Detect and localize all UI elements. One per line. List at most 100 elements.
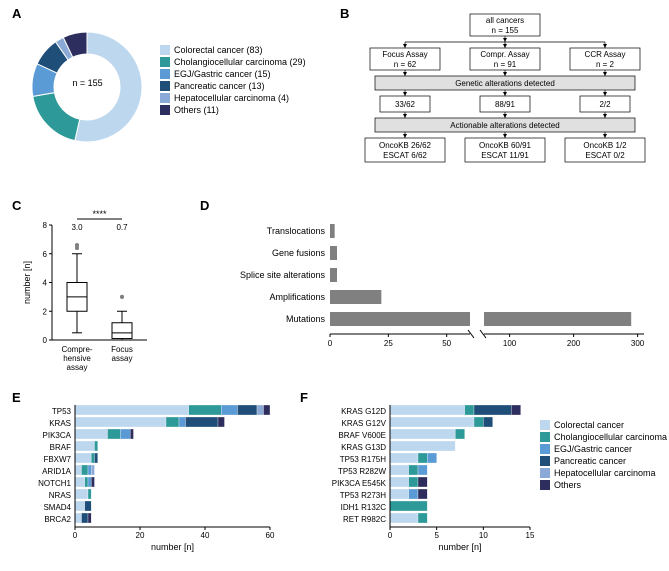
svg-text:88/91: 88/91	[495, 100, 516, 109]
svg-text:ESCAT 11/91: ESCAT 11/91	[481, 151, 529, 160]
legend-item: Pancreatic cancer (13)	[160, 81, 306, 91]
svg-text:NOTCH1: NOTCH1	[38, 479, 71, 488]
bar-chart-f: KRAS G12D KRAS G12V BRAF V600E KRAS G13D TP5…	[310, 400, 540, 565]
svg-text:ARID1A: ARID1A	[42, 467, 72, 476]
svg-text:15: 15	[526, 531, 535, 540]
svg-text:assay: assay	[67, 363, 88, 372]
legend-item: Colorectal cancer (83)	[160, 45, 306, 55]
svg-text:BRAF V600E: BRAF V600E	[338, 431, 386, 440]
legend-item: Cholangiocellular carcinoma	[540, 432, 667, 442]
svg-text:Genetic alterations detected: Genetic alterations detected	[455, 79, 555, 88]
svg-text:ESCAT 0/2: ESCAT 0/2	[585, 151, 625, 160]
svg-text:100: 100	[503, 339, 517, 348]
svg-text:IDH1 R132C: IDH1 R132C	[341, 503, 387, 512]
legend-item: Hepatocellular carcinoma	[540, 468, 667, 478]
svg-text:Splice site alterations: Splice site alterations	[240, 270, 326, 280]
svg-text:FBXW7: FBXW7	[43, 455, 71, 464]
svg-text:10: 10	[479, 531, 488, 540]
svg-text:PIK3CA: PIK3CA	[43, 431, 72, 440]
flowchart: all cancersn = 155 Focus Assayn = 62 Compr…	[355, 12, 655, 192]
svg-text:TP53: TP53	[52, 407, 72, 416]
panel-e: TP53 KRAS PIK3CA BRAF FBXW7 ARID1A NOTCH1 NRAS S…	[20, 400, 280, 565]
svg-text:Translocations: Translocations	[267, 226, 326, 236]
svg-text:200: 200	[567, 339, 581, 348]
panel-a-label: A	[12, 6, 21, 21]
svg-text:3.0: 3.0	[71, 223, 83, 232]
legend-item: EGJ/Gastric cancer	[540, 444, 667, 454]
panel-b: all cancersn = 155 Focus Assayn = 62 Compr…	[355, 12, 655, 192]
svg-text:****: ****	[92, 210, 107, 219]
donut-center-text: n = 155	[20, 78, 155, 88]
svg-text:CCR Assay: CCR Assay	[585, 50, 626, 59]
panel-f: KRAS G12D KRAS G12V BRAF V600E KRAS G13D TP5…	[310, 400, 540, 565]
legend-item: Others	[540, 480, 667, 490]
svg-text:0: 0	[73, 531, 78, 540]
svg-text:Compr. Assay: Compr. Assay	[480, 50, 529, 59]
svg-text:20: 20	[136, 531, 145, 540]
svg-text:all cancers: all cancers	[486, 16, 524, 25]
svg-text:KRAS G12D: KRAS G12D	[341, 407, 386, 416]
svg-text:TP53 R282W: TP53 R282W	[338, 467, 386, 476]
svg-text:25: 25	[384, 339, 393, 348]
svg-text:n = 62: n = 62	[394, 60, 417, 69]
svg-text:2/2: 2/2	[599, 100, 611, 109]
svg-text:8: 8	[43, 221, 48, 230]
svg-text:OncoKB 1/2: OncoKB 1/2	[583, 141, 627, 150]
svg-text:OncoKB 26/62: OncoKB 26/62	[379, 141, 432, 150]
svg-text:RET R982C: RET R982C	[343, 515, 386, 524]
svg-text:TP53 R273H: TP53 R273H	[340, 491, 386, 500]
panel-f-label: F	[300, 390, 308, 405]
panel-a: n = 155 Colorectal cancer (83) Cholangioc…	[20, 20, 330, 160]
svg-text:hensive: hensive	[63, 354, 91, 363]
bar-chart-e: TP53 KRAS PIK3CA BRAF FBXW7 ARID1A NOTCH1 NRAS S…	[20, 400, 280, 565]
legend-item: Cholangiocellular carcinoma (29)	[160, 57, 306, 67]
legend-item: EGJ/Gastric cancer (15)	[160, 69, 306, 79]
panel-d: Translocations Gene fusions Splice site al…	[210, 210, 660, 360]
svg-text:300: 300	[631, 339, 645, 348]
svg-text:number [n]: number [n]	[151, 542, 194, 552]
svg-text:KRAS G13D: KRAS G13D	[341, 443, 386, 452]
panel-a-legend: Colorectal cancer (83) Cholangiocellular …	[160, 45, 306, 117]
svg-text:Focus Assay: Focus Assay	[382, 50, 427, 59]
panel-b-label: B	[340, 6, 349, 21]
svg-text:assay: assay	[112, 354, 133, 363]
svg-text:60: 60	[266, 531, 275, 540]
panel-c: 02468number [n]3.0Compre-hensiveassay0.7…	[20, 210, 155, 385]
svg-text:n = 91: n = 91	[494, 60, 517, 69]
svg-text:6: 6	[43, 250, 48, 259]
boxplot: 02468number [n]3.0Compre-hensiveassay0.7…	[20, 210, 155, 385]
svg-text:n = 155: n = 155	[492, 26, 519, 35]
svg-text:0.7: 0.7	[116, 223, 128, 232]
svg-text:n = 2: n = 2	[596, 60, 615, 69]
svg-text:TP53 R175H: TP53 R175H	[340, 455, 386, 464]
svg-text:33/62: 33/62	[395, 100, 416, 109]
legend-item: Others (11)	[160, 105, 306, 115]
svg-text:Amplifications: Amplifications	[269, 292, 325, 302]
svg-text:0: 0	[328, 339, 333, 348]
svg-text:5: 5	[434, 531, 439, 540]
svg-text:4: 4	[43, 279, 48, 288]
svg-text:2: 2	[43, 307, 48, 316]
svg-text:SMAD4: SMAD4	[43, 503, 71, 512]
svg-text:number [n]: number [n]	[438, 542, 481, 552]
svg-text:Focus: Focus	[111, 345, 133, 354]
svg-text:PIK3CA E545K: PIK3CA E545K	[332, 479, 387, 488]
svg-text:OncoKB 60/91: OncoKB 60/91	[479, 141, 532, 150]
panel-d-label: D	[200, 198, 209, 213]
svg-text:40: 40	[201, 531, 210, 540]
svg-text:NRAS: NRAS	[49, 491, 71, 500]
svg-text:Actionable alterations detecte: Actionable alterations detected	[450, 121, 559, 130]
svg-text:0: 0	[43, 336, 48, 345]
svg-text:ESCAT 6/62: ESCAT 6/62	[383, 151, 427, 160]
svg-text:50: 50	[442, 339, 451, 348]
legend-item: Colorectal cancer	[540, 420, 667, 430]
svg-text:BRAF: BRAF	[50, 443, 71, 452]
svg-text:Gene fusions: Gene fusions	[272, 248, 326, 258]
svg-text:KRAS: KRAS	[49, 419, 71, 428]
svg-text:0: 0	[388, 531, 393, 540]
svg-text:Compre-: Compre-	[61, 345, 92, 354]
svg-text:KRAS G12V: KRAS G12V	[342, 419, 387, 428]
panel-f-legend: Colorectal cancer Cholangiocellular carci…	[540, 420, 667, 492]
svg-text:BRCA2: BRCA2	[44, 515, 71, 524]
svg-text:Mutations: Mutations	[286, 314, 326, 324]
